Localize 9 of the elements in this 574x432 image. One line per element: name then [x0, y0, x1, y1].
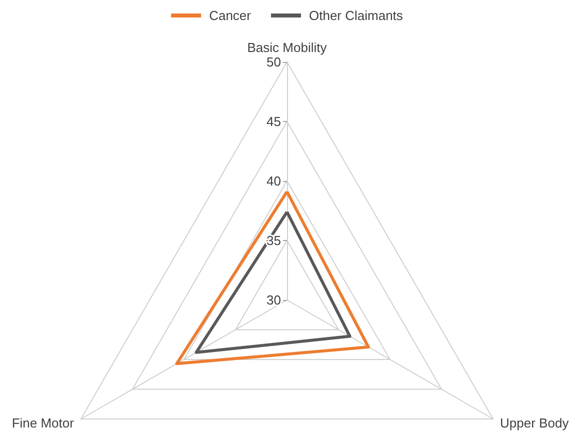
spoke-label: Upper Body: [500, 416, 570, 430]
spoke-label: Basic Mobility: [247, 40, 328, 55]
spoke-label: Fine Motor: [12, 416, 75, 430]
y-tick-label: 30: [266, 292, 281, 308]
y-tick-label: 50: [266, 54, 281, 70]
y-tick-label: 45: [266, 114, 281, 129]
legend-label: Cancer: [209, 8, 252, 23]
legend-label: Other Claimants: [308, 8, 404, 23]
y-tick-label: 40: [266, 174, 281, 188]
